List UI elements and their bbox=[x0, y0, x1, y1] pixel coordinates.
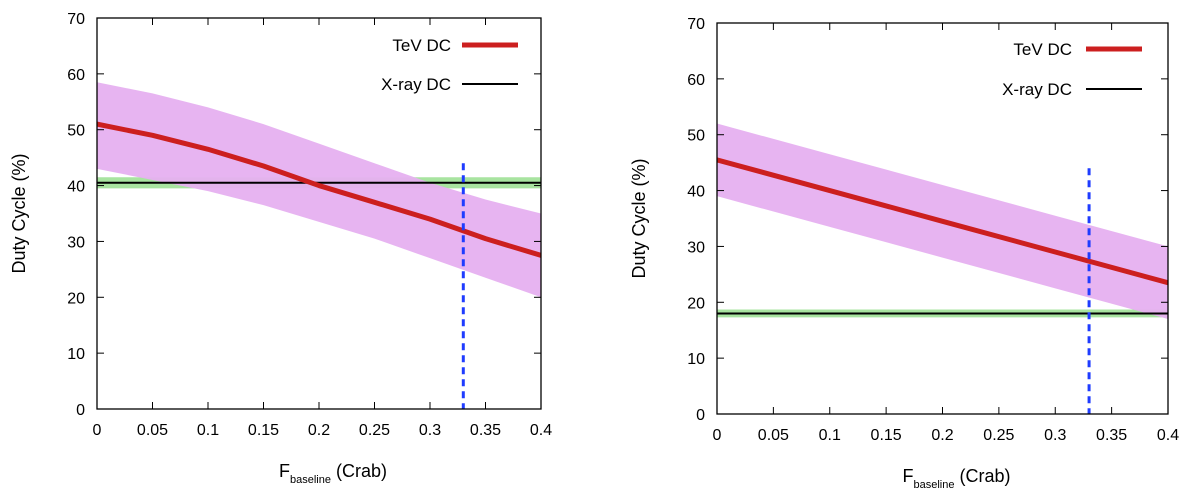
y-tick-label: 30 bbox=[687, 239, 705, 256]
legend-label-tev: TeV DC bbox=[1013, 40, 1072, 59]
x-tick-label: 0.15 bbox=[871, 427, 902, 444]
x-tick-label: 0.15 bbox=[248, 422, 279, 439]
y-tick-label: 10 bbox=[687, 351, 705, 368]
tev-line bbox=[717, 157, 1168, 286]
x-tick-label: 0.1 bbox=[197, 422, 219, 439]
y-tick-label: 70 bbox=[67, 11, 85, 28]
y-tick-label: 40 bbox=[687, 184, 705, 201]
x-tick-label: 0 bbox=[713, 427, 722, 444]
x-tick-label: 0.3 bbox=[419, 422, 441, 439]
plot-area bbox=[717, 123, 1168, 414]
y-tick-label: 50 bbox=[687, 128, 705, 145]
y-tick-label: 0 bbox=[76, 402, 85, 419]
x-tick-label: 0.25 bbox=[359, 422, 390, 439]
legend-label-xray: X-ray DC bbox=[381, 75, 451, 94]
y-tick-label: 60 bbox=[687, 72, 705, 89]
x-tick-label: 0.4 bbox=[1157, 427, 1179, 444]
x-tick-label: 0 bbox=[93, 422, 102, 439]
y-tick-label: 50 bbox=[67, 123, 85, 140]
chart-panel-2: 0 0.05 0.1 0.15 0.2 0.25 0.3 0.35 0.4 0 10 20 30 40 50… bbox=[629, 16, 1179, 491]
y-tick-label: 10 bbox=[67, 346, 85, 363]
y-tick-label: 20 bbox=[67, 290, 85, 307]
x-axis-label-unit: (Crab) bbox=[954, 466, 1010, 486]
x-tick-label: 0.2 bbox=[931, 427, 953, 444]
x-tick-label: 0.05 bbox=[137, 422, 168, 439]
x-axis-label-main: F bbox=[279, 461, 290, 481]
y-axis-label: Duty Cycle (%) bbox=[9, 153, 29, 273]
y-tick-label: 20 bbox=[687, 295, 705, 312]
x-axis-label: Fbaseline (Crab) bbox=[903, 466, 1011, 491]
legend: TeV DC X-ray DC bbox=[1002, 40, 1142, 99]
y-tick-label: 70 bbox=[687, 16, 705, 33]
x-axis-label-sub: baseline bbox=[914, 479, 955, 491]
y-tick-label: 40 bbox=[67, 179, 85, 196]
x-axis-label-sub: baseline bbox=[290, 474, 331, 486]
legend: TeV DC X-ray DC bbox=[381, 36, 518, 94]
x-tick-label: 0.35 bbox=[1096, 427, 1127, 444]
legend-label-xray: X-ray DC bbox=[1002, 80, 1072, 99]
y-tick-label: 30 bbox=[67, 234, 85, 251]
plot-area bbox=[97, 82, 541, 409]
y-tick-label: 60 bbox=[67, 67, 85, 84]
x-tick-label: 0.3 bbox=[1044, 427, 1066, 444]
chart-panel-1: 0 0.05 0.1 0.15 0.2 0.25 0.3 0.35 0.4 0 10 20 30 40 50… bbox=[9, 11, 552, 486]
x-tick-label: 0.1 bbox=[819, 427, 841, 444]
x-tick-label: 0.2 bbox=[308, 422, 330, 439]
x-axis-label-unit: (Crab) bbox=[331, 461, 387, 481]
legend-label-tev: TeV DC bbox=[392, 36, 451, 55]
x-axis-label-main: F bbox=[903, 466, 914, 486]
x-tick-label: 0.05 bbox=[758, 427, 789, 444]
x-tick-label: 0.4 bbox=[530, 422, 552, 439]
tev-band bbox=[97, 82, 541, 298]
x-tick-label: 0.35 bbox=[470, 422, 501, 439]
x-tick-label: 0.25 bbox=[983, 427, 1014, 444]
y-axis-label: Duty Cycle (%) bbox=[629, 158, 649, 278]
x-axis-label: Fbaseline (Crab) bbox=[279, 461, 387, 486]
y-tick-label: 0 bbox=[696, 407, 705, 424]
tev-line bbox=[97, 121, 541, 258]
